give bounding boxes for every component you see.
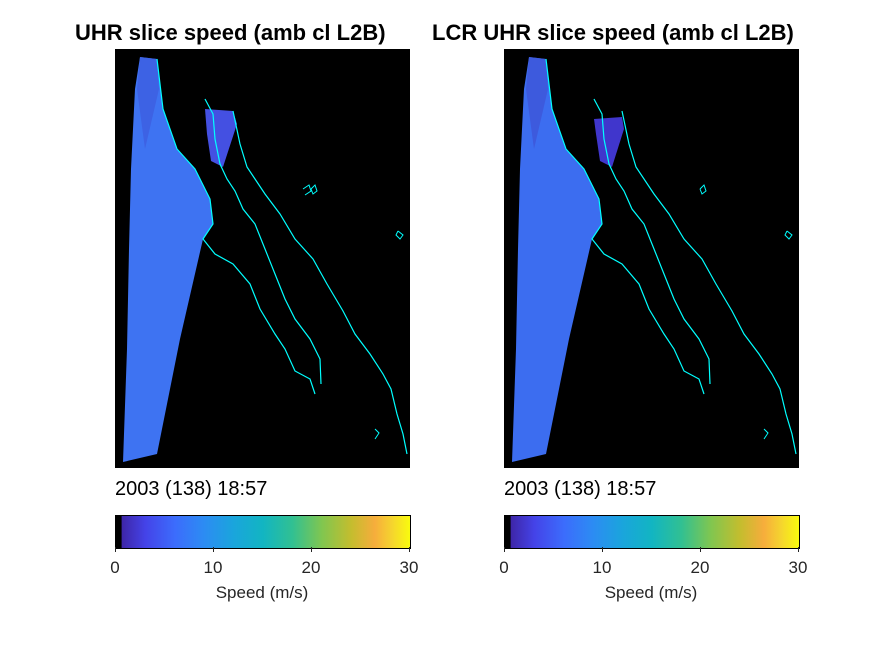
panel-1-tick-mark-30	[409, 547, 410, 552]
coast-island-2	[784, 230, 793, 240]
panel-2-tick-label-30: 30	[788, 558, 808, 577]
panel-1-colorbar-gradient	[116, 516, 410, 548]
panel-1-tick-label-0: 0	[110, 558, 120, 577]
coastline-peninsula-east	[204, 98, 322, 385]
panel-1-tick-mark-20	[311, 547, 312, 552]
panel-2-tick-mark-10	[602, 547, 603, 552]
panel-2-tick-label-0: 0	[499, 558, 509, 577]
panel-1-tick-label-20: 20	[301, 558, 321, 577]
panel-2-tick-label-10: 10	[592, 558, 612, 577]
panel-2-colorbar	[504, 515, 800, 549]
swath-region-shade	[137, 57, 159, 149]
panel-1-map	[115, 49, 410, 468]
panel-2-title: LCR UHR slice speed (amb cl L2B)	[432, 20, 794, 45]
panel-2-tick-label-20: 20	[690, 558, 710, 577]
gulf-swath-region	[205, 109, 237, 167]
panel-1-colorbar	[115, 515, 411, 549]
swath-region-shade	[526, 57, 548, 149]
swath-region	[512, 57, 602, 462]
coastline-west	[156, 58, 316, 395]
panel-2-map-svg	[512, 57, 797, 462]
swath-region	[123, 57, 213, 462]
coast-island-1	[310, 184, 318, 195]
panel-1-title: UHR slice speed (amb cl L2B)	[75, 20, 386, 45]
panel-1-tick-label-10: 10	[203, 558, 223, 577]
coastline-west	[545, 58, 705, 395]
panel-2-tick-mark-20	[700, 547, 701, 552]
coast-island-3	[763, 428, 769, 440]
coast-island-2	[395, 230, 404, 240]
panel-2-tick-mark-0	[504, 547, 505, 552]
coastline-mainland	[621, 110, 797, 455]
panel-1-tick-mark-0	[115, 547, 116, 552]
coastline-mainland	[232, 110, 408, 455]
coastline-peninsula-east	[593, 98, 711, 385]
coastline-mainland-detail	[302, 184, 312, 196]
coast-island-1	[699, 184, 707, 195]
panel-1-map-svg	[123, 57, 408, 462]
panel-1-timestamp: 2003 (138) 18:57	[115, 478, 268, 500]
panel-2-tick-mark-30	[798, 547, 799, 552]
gulf-swath-region	[594, 117, 624, 167]
panel-1-tick-label-30: 30	[399, 558, 419, 577]
panel-1-colorbar-label: Speed (m/s)	[215, 583, 309, 602]
panel-2-map	[504, 49, 799, 468]
coast-island-3	[374, 428, 380, 440]
panel-1-tick-mark-10	[213, 547, 214, 552]
panel-2-timestamp: 2003 (138) 18:57	[504, 478, 657, 500]
panel-2-colorbar-label: Speed (m/s)	[604, 583, 698, 602]
panel-2-colorbar-gradient	[505, 516, 799, 548]
